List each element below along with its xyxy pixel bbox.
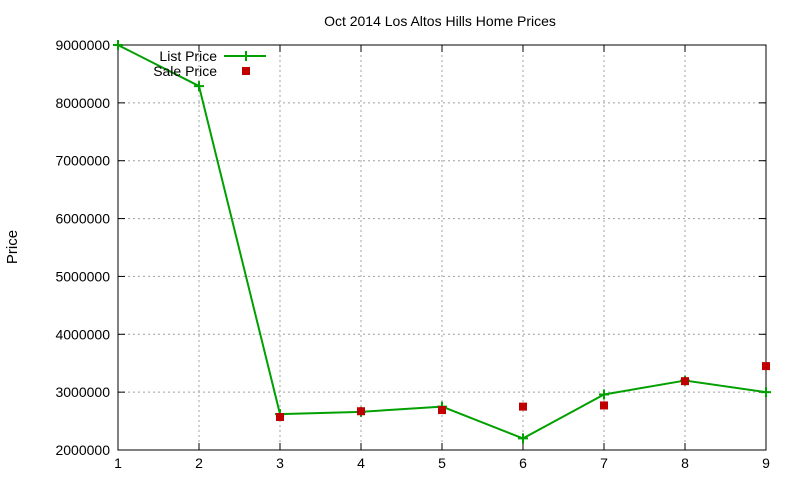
y-axis-label: Price [4,230,21,264]
data-point-list-price [113,40,123,50]
x-tick-label: 5 [438,455,446,471]
legend-label-list-price: List Price [159,48,217,64]
x-tick-label: 4 [357,455,365,471]
data-point-sale-price [681,377,689,386]
legend-label-sale-price: Sale Price [153,63,217,79]
x-tick-label: 2 [195,455,203,471]
data-point-list-price [599,389,609,400]
data-point-sale-price [357,407,365,416]
data-point-sale-price [519,402,527,411]
x-tick-label: 6 [519,455,527,471]
x-tick-label: 1 [114,455,122,471]
data-point-sale-price [600,401,608,410]
grid [118,45,766,450]
series-layer [113,40,771,444]
y-tick-label: 6000000 [55,211,110,227]
x-tick-label: 8 [681,455,689,471]
y-tick-label: 2000000 [55,442,110,458]
data-point-list-price [194,81,204,92]
y-tick-label: 5000000 [55,268,110,284]
x-tick-label: 9 [762,455,770,471]
x-tick-label: 3 [276,455,284,471]
chart-title: Oct 2014 Los Altos Hills Home Prices [324,13,556,29]
data-point-list-price [761,387,771,398]
y-tick-label: 7000000 [55,153,110,169]
y-tick-label: 3000000 [55,384,110,400]
legend-marker-list-price [241,51,251,61]
x-tick-label: 7 [600,455,608,471]
data-point-list-price [518,433,528,444]
data-point-sale-price [276,413,284,422]
axis-ticks: 2000000 3000000 4000000 5000000 6000000 70000… [55,37,770,471]
data-point-sale-price [438,406,446,415]
y-tick-label: 9000000 [55,37,110,53]
legend-marker-sale-price [242,67,250,75]
y-tick-label: 4000000 [55,326,110,342]
data-point-sale-price [762,362,770,371]
y-tick-label: 8000000 [55,95,110,111]
legend: List Price Sale Price [153,48,266,79]
